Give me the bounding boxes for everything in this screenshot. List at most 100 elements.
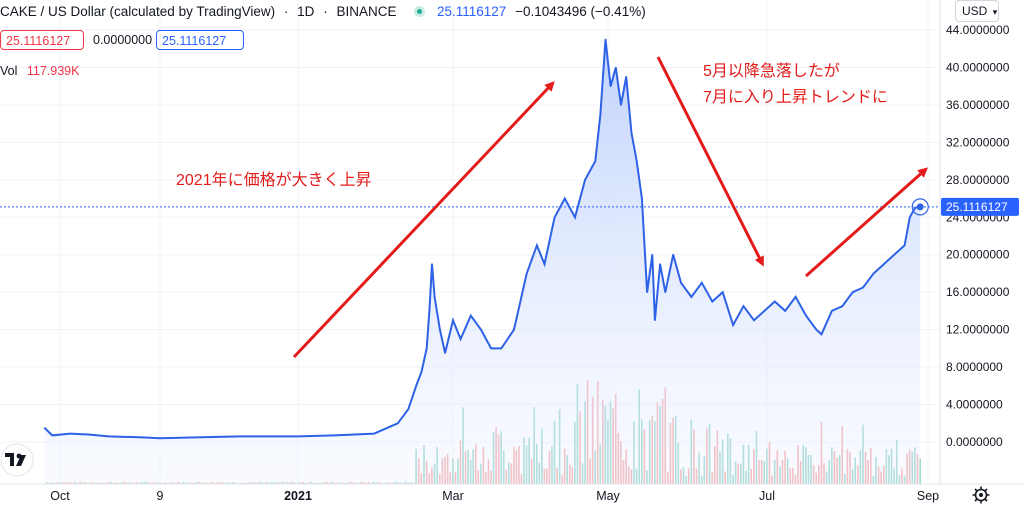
price-point [553,216,556,219]
y-axis: 44.0000000 40.0000000 36.0000000 32.0000000… [946,23,1010,449]
last-point-dot [916,203,924,211]
price-point [862,286,864,289]
price-point [615,66,617,69]
price-point [651,253,654,256]
price-point [513,328,515,331]
price-point [690,296,693,298]
value-pill-red: 25.1116127 [0,30,84,50]
x-axis: Oct 9 2021 Mar May Jul Sep [50,489,939,503]
tradingview-logo-icon[interactable] [0,443,34,477]
recovery-arrow [805,167,928,278]
value-pill-blue: 25.1116127 [156,30,244,50]
last-price-value: 25.1116127 [437,4,507,19]
price-point [431,263,433,265]
price-point [664,291,667,294]
price-point [584,179,586,181]
price-point [459,338,462,340]
price-point [763,310,766,312]
price-point [51,434,54,437]
annotation-rise: 2021年に価格が大きく上昇 [176,171,372,189]
price-point [630,132,633,134]
y-tick-label: 16.0000000 [946,285,1010,299]
price-point [883,263,885,265]
chart-header: CAKE / US Dollar (calculated by TradingV… [0,4,646,19]
interval-label[interactable]: 1D [297,4,315,19]
symbol-title[interactable]: CAKE / US Dollar (calculated by TradingV… [0,4,276,19]
x-tick-label: May [596,489,620,503]
y-tick-label: 32.0000000 [946,135,1010,149]
x-tick-label: Mar [442,489,464,503]
price-point [893,253,895,256]
x-tick-label: Jul [759,489,775,503]
y-tick-label: 20.0000000 [946,248,1010,262]
price-point [407,408,410,411]
price-point [415,385,418,387]
price-point [525,272,528,275]
price-point [815,328,818,331]
price-point [425,347,428,350]
x-tick-label: 9 [157,489,164,503]
price-point [641,197,643,200]
value-pill-zero: 0.0000000 [93,33,153,47]
price-point [625,76,627,78]
price-point [297,435,299,438]
y-tick-label: 0.0000000 [946,435,1003,449]
price-point [87,433,89,436]
price-point [672,253,674,256]
y-tick-label: 40.0000000 [946,60,1010,74]
price-point [721,291,724,294]
price-change: −0.1043496 (−0.41%) [515,4,646,19]
price-point [334,434,336,437]
price-point [646,291,648,294]
rise-arrow [292,81,555,359]
drop-arrow [656,56,764,267]
price-point [138,436,141,439]
y-tick-label: 4.0000000 [946,398,1003,412]
price-point [444,352,446,354]
price-point [107,435,110,438]
x-tick-label: Sep [917,489,939,503]
price-point [159,437,161,440]
y-tick-label: 8.0000000 [946,360,1003,374]
price-point [620,104,622,106]
y-tick-label: 12.0000000 [946,323,1010,337]
price-point [279,435,281,438]
price-point [909,216,911,219]
currency-selector[interactable]: USD ▾ [955,0,999,22]
price-point [831,310,833,312]
y-tick-label: 36.0000000 [946,98,1010,112]
price-point [784,310,786,312]
gear-icon[interactable] [972,486,990,504]
price-point [397,422,399,425]
y-tick-label: 44.0000000 [946,23,1010,37]
price-point [543,263,546,265]
x-tick-label: 2021 [284,489,312,503]
price-point [851,291,854,294]
price-point [69,432,72,435]
price-point [794,296,797,298]
price-point [742,305,745,308]
price-point [500,347,503,350]
price-point [574,216,576,219]
price-point [564,197,566,200]
x-tick-label: Oct [50,489,70,503]
price-point [239,435,242,438]
price-point [659,263,661,265]
axis-separators [0,0,1024,485]
price-point [604,38,607,41]
price-point [452,319,454,322]
price-point [609,85,612,87]
price-point [654,319,656,322]
last-point-halo [911,198,929,216]
price-point [753,319,755,322]
price-point [599,113,602,116]
annotation-drop-line1: 5月以降急落したが [703,62,840,80]
price-point [903,244,906,247]
price-point [680,282,682,284]
price-point [490,347,492,350]
price-point [732,324,734,326]
price-point [536,244,538,247]
annotation-drop-line2: 7月に入り上昇トレンドに [703,88,888,106]
volume-label: Vol [0,64,18,78]
